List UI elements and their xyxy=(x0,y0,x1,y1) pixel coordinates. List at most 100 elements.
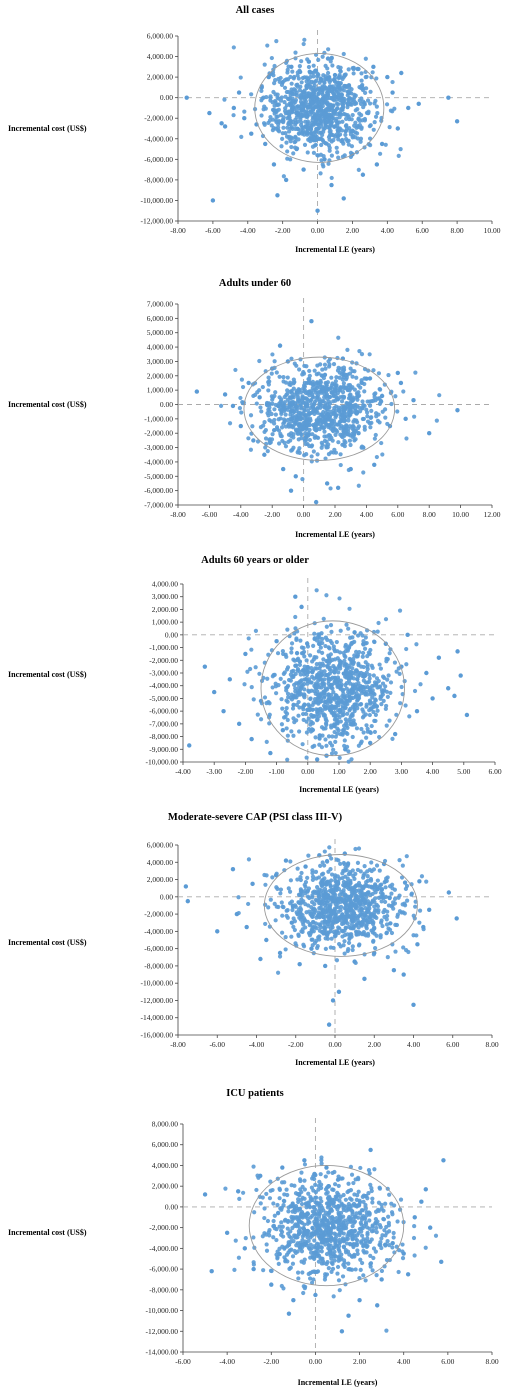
scatter-point xyxy=(336,1246,341,1251)
scatter-point xyxy=(271,1235,276,1240)
scatter-point xyxy=(235,1189,241,1194)
scatter-point xyxy=(335,1271,340,1276)
scatter-point xyxy=(322,80,327,86)
x-tick-label: 10.00 xyxy=(452,510,469,519)
scatter-point xyxy=(351,67,356,72)
scatter-point xyxy=(257,358,262,364)
scatter-point xyxy=(333,1204,339,1210)
scatter-point xyxy=(261,423,266,428)
scatter-point xyxy=(346,410,352,415)
scatter-point xyxy=(339,1329,345,1334)
scatter-point xyxy=(272,359,277,364)
scatter-point xyxy=(262,420,267,425)
x-tick-label: 6.00 xyxy=(416,226,429,235)
scatter-point xyxy=(280,1224,285,1229)
scatter-point xyxy=(375,111,380,116)
scatter-point xyxy=(336,126,341,131)
x-tick-label: -6.00 xyxy=(205,226,221,235)
scatter-point xyxy=(374,76,379,81)
scatter-point xyxy=(336,137,341,142)
scatter-point xyxy=(353,402,358,408)
scatter-point xyxy=(434,418,439,423)
scatter-point xyxy=(321,425,326,431)
y-tick-label: 4,000.00 xyxy=(152,1161,179,1170)
scatter-point xyxy=(305,1228,310,1233)
scatter-point xyxy=(360,172,366,177)
scatter-point xyxy=(335,1264,341,1270)
scatter-point xyxy=(312,1176,317,1182)
scatter-point xyxy=(324,108,329,113)
scatter-point xyxy=(303,441,308,447)
scatter-point xyxy=(310,144,316,149)
scatter-point xyxy=(320,90,325,95)
scatter-point xyxy=(202,1192,208,1197)
scatter-point xyxy=(311,1277,316,1282)
y-tick-label: -2,000.00 xyxy=(144,429,173,438)
y-tick-label: -14,000.00 xyxy=(146,1348,179,1357)
y-tick-label: 4,000.00 xyxy=(147,343,174,352)
scatter-point xyxy=(327,129,332,134)
x-tick-label: 4.00 xyxy=(397,1357,410,1366)
scatter-point xyxy=(320,54,325,59)
scatter-point xyxy=(396,1269,401,1275)
scatter-point xyxy=(321,127,326,132)
scatter-point xyxy=(346,1181,351,1186)
scatter-point xyxy=(294,104,299,110)
scatter-point xyxy=(262,62,267,67)
scatter-point xyxy=(304,129,309,135)
scatter-point xyxy=(290,1254,296,1259)
scatter-point xyxy=(276,125,281,130)
scatter-point xyxy=(454,119,460,124)
scatter-point xyxy=(446,95,451,100)
scatter-point xyxy=(312,83,317,88)
scatter-point xyxy=(231,113,236,118)
y-tick-label: 6,000.00 xyxy=(152,1140,179,1149)
scatter-point xyxy=(376,1200,382,1205)
scatter-point xyxy=(332,112,337,117)
scatter-point xyxy=(301,1290,306,1296)
scatter-point xyxy=(270,395,275,400)
x-tick-label: -2.00 xyxy=(263,1357,279,1366)
scatter-point xyxy=(312,1238,317,1243)
scatter-point xyxy=(370,1196,375,1201)
scatter-point xyxy=(380,1233,385,1238)
scatter-point xyxy=(264,1248,270,1253)
scatter-point xyxy=(280,136,285,141)
scatter-point xyxy=(288,412,293,417)
scatter-point xyxy=(329,153,334,158)
scatter-point xyxy=(340,107,345,112)
y-tick-label: -6,000.00 xyxy=(144,155,173,164)
scatter-point xyxy=(272,1226,277,1231)
scatter-point xyxy=(338,426,343,431)
x-tick-label: -4.00 xyxy=(233,510,249,519)
scatter-point xyxy=(251,1266,256,1272)
scatter-point xyxy=(395,409,400,414)
scatter-point xyxy=(279,144,284,149)
scatter-point xyxy=(276,1261,281,1266)
scatter-point xyxy=(237,1196,242,1201)
scatter-point xyxy=(311,449,316,454)
scatter-point xyxy=(283,106,288,111)
scatter-point xyxy=(315,1225,320,1230)
scatter-point xyxy=(413,370,418,375)
scatter-point xyxy=(383,1242,388,1247)
scatter-point xyxy=(272,63,277,69)
scatter-point xyxy=(277,407,283,412)
scatter-point xyxy=(357,1297,362,1303)
y-tick-label: 0.00 xyxy=(160,400,173,409)
scatter-point xyxy=(329,182,334,188)
scatter-point xyxy=(294,110,299,116)
scatter-point xyxy=(318,171,323,176)
scatter-point xyxy=(300,477,305,482)
y-tick-label: -4,000.00 xyxy=(144,457,173,466)
y-tick-label: -8,000.00 xyxy=(144,175,173,184)
scatter-point xyxy=(268,114,273,120)
scatter-point xyxy=(374,104,379,109)
scatter-point xyxy=(383,142,388,147)
scatter-point xyxy=(293,1250,298,1256)
scatter-point xyxy=(356,117,361,122)
scatter-point xyxy=(232,1267,237,1272)
scatter-point xyxy=(335,80,341,85)
scatter-point xyxy=(342,1218,348,1223)
